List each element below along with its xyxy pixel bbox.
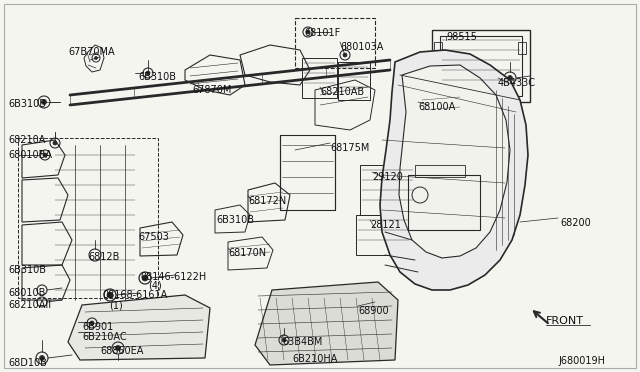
Bar: [408, 175, 480, 230]
Bar: [338, 62, 370, 100]
Circle shape: [90, 321, 94, 325]
Text: 08168-6161A: 08168-6161A: [102, 290, 167, 300]
Text: 68010B: 68010B: [8, 288, 45, 298]
Circle shape: [142, 275, 148, 281]
Text: 6B210HA: 6B210HA: [292, 354, 337, 364]
Text: 6B210AC: 6B210AC: [82, 332, 127, 342]
Text: 68010BA: 68010BA: [8, 150, 52, 160]
Text: 68210AB: 68210AB: [320, 87, 364, 97]
Text: 67870M: 67870M: [192, 85, 232, 95]
Text: 6B310B: 6B310B: [8, 99, 46, 109]
Bar: [302, 58, 337, 98]
Text: 4B433C: 4B433C: [498, 78, 536, 88]
Circle shape: [146, 71, 150, 75]
Text: 63B4BM: 63B4BM: [282, 337, 323, 347]
Bar: [18, 138, 158, 298]
Text: (1): (1): [109, 300, 123, 310]
Bar: [295, 18, 375, 68]
Polygon shape: [380, 50, 528, 290]
Text: FRONT: FRONT: [546, 316, 584, 326]
Text: 08146-6122H: 08146-6122H: [140, 272, 206, 282]
Text: 68100A: 68100A: [418, 102, 455, 112]
Circle shape: [107, 292, 113, 298]
Text: 6B310B: 6B310B: [138, 72, 176, 82]
Circle shape: [306, 30, 310, 34]
Text: 29120: 29120: [372, 172, 403, 182]
Text: 28121: 28121: [370, 220, 401, 230]
Text: 6B310B: 6B310B: [216, 215, 254, 225]
Text: 68210AII: 68210AII: [8, 300, 51, 310]
Bar: [280, 135, 335, 210]
Text: 6B901: 6B901: [82, 322, 113, 332]
Bar: [432, 30, 530, 102]
Circle shape: [343, 53, 347, 57]
Text: 6B310B: 6B310B: [8, 265, 46, 275]
Circle shape: [95, 57, 97, 60]
Text: 68175M: 68175M: [330, 143, 369, 153]
Circle shape: [508, 76, 513, 80]
Text: (4): (4): [148, 281, 162, 291]
Bar: [360, 165, 415, 215]
Text: 67503: 67503: [138, 232, 169, 242]
Polygon shape: [255, 282, 398, 365]
Text: 68170N: 68170N: [228, 248, 266, 258]
Text: 68101F: 68101F: [304, 28, 340, 38]
Polygon shape: [399, 65, 510, 258]
Text: 67B70MA: 67B70MA: [68, 47, 115, 57]
Polygon shape: [68, 295, 210, 360]
Text: 6812B: 6812B: [88, 252, 120, 262]
Text: 68D10B: 68D10B: [8, 358, 47, 368]
Text: J680019H: J680019H: [558, 356, 605, 366]
Text: 68210A: 68210A: [8, 135, 45, 145]
Bar: [518, 42, 526, 54]
Bar: [440, 36, 522, 96]
Circle shape: [42, 99, 47, 105]
Text: 68200: 68200: [560, 218, 591, 228]
Text: 68860EA: 68860EA: [100, 346, 143, 356]
Circle shape: [282, 338, 286, 342]
Text: 68172N: 68172N: [248, 196, 286, 206]
Circle shape: [53, 141, 57, 145]
Text: 68900: 68900: [358, 306, 388, 316]
Bar: [415, 165, 465, 177]
Circle shape: [43, 153, 47, 157]
Circle shape: [40, 356, 45, 360]
Text: 98515: 98515: [446, 32, 477, 42]
Circle shape: [115, 346, 120, 350]
Text: 680103A: 680103A: [340, 42, 383, 52]
Bar: [356, 215, 411, 255]
Bar: [434, 42, 442, 54]
